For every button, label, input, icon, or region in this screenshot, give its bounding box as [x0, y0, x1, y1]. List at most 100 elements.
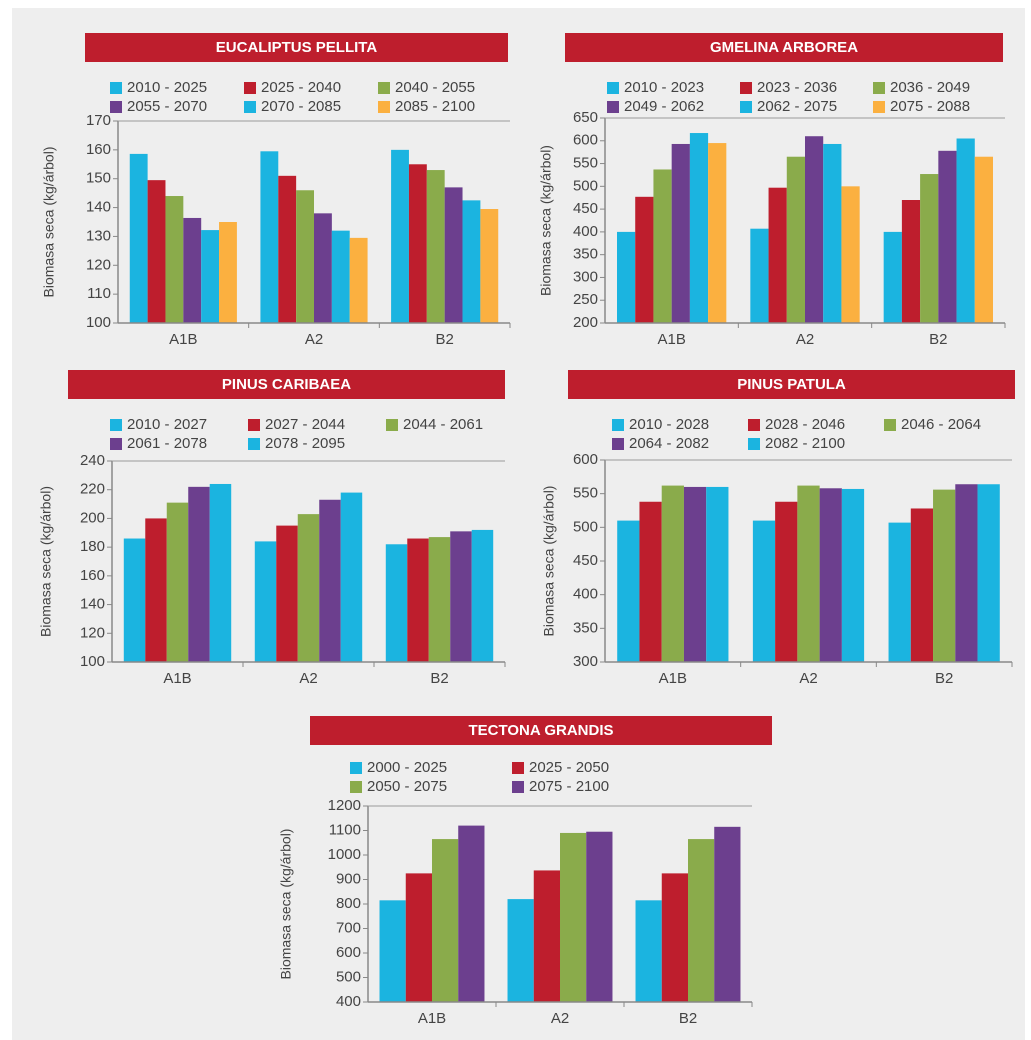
bar	[450, 531, 472, 662]
bar	[974, 156, 993, 323]
y-tick-label: 700	[336, 919, 361, 936]
bar	[797, 485, 820, 662]
legend-label: 2075 - 2100	[529, 778, 609, 795]
y-tick-label: 140	[80, 596, 105, 613]
y-tick-label: 180	[80, 538, 105, 555]
bar	[938, 150, 957, 323]
legend-swatch	[244, 101, 256, 113]
legend-swatch	[110, 438, 122, 450]
y-tick-label: 600	[573, 132, 598, 149]
bar	[786, 156, 805, 323]
bar	[340, 492, 363, 662]
legend-label: 2064 - 2082	[629, 435, 709, 452]
legend-label: 2046 - 2064	[901, 416, 981, 433]
bar	[639, 501, 662, 662]
x-tick-label: A1B	[657, 331, 685, 348]
bar	[428, 537, 451, 662]
bar	[688, 839, 715, 1002]
title-bar	[310, 716, 772, 745]
y-tick-label: 1200	[328, 797, 361, 814]
y-tick-label: 900	[336, 870, 361, 887]
bar	[123, 538, 146, 662]
bar	[471, 529, 494, 662]
legend-swatch	[884, 419, 896, 431]
bar	[706, 486, 729, 662]
title-bar	[565, 33, 1003, 62]
bar	[319, 499, 341, 662]
y-tick-label: 350	[573, 246, 598, 263]
bar	[458, 825, 485, 1002]
bar	[129, 153, 148, 323]
y-tick-label: 160	[80, 567, 105, 584]
legend-label: 2061 - 2078	[127, 435, 207, 452]
y-tick-label: 220	[80, 481, 105, 498]
bar	[617, 231, 636, 323]
bar	[444, 187, 463, 323]
bar	[683, 486, 707, 662]
legend-label: 2075 - 2088	[890, 98, 970, 115]
bar	[635, 196, 654, 323]
legend-label: 2082 - 2100	[765, 435, 845, 452]
y-tick-label: 550	[573, 485, 598, 502]
y-tick-label: 300	[573, 268, 598, 285]
bar	[819, 488, 842, 662]
bar	[408, 164, 427, 323]
bar	[775, 501, 798, 662]
legend-swatch	[110, 419, 122, 431]
bar	[276, 525, 298, 662]
y-axis-label: Biomasa seca (kg/árbol)	[538, 145, 554, 296]
x-tick-label: B2	[430, 670, 448, 687]
y-tick-label: 400	[573, 223, 598, 240]
bar	[689, 133, 709, 323]
legend-swatch	[873, 101, 885, 113]
bar	[841, 186, 860, 323]
y-tick-label: 500	[573, 518, 598, 535]
legend-label: 2010 - 2023	[624, 79, 704, 96]
x-tick-label: A2	[305, 331, 323, 348]
bar	[617, 520, 640, 662]
bar	[752, 520, 776, 662]
y-axis-label: Biomasa seca (kg/árbol)	[41, 147, 57, 298]
bar	[462, 200, 481, 323]
legend-swatch	[386, 419, 398, 431]
legend-label: 2010 - 2028	[629, 416, 709, 433]
title-bar	[85, 33, 508, 62]
y-tick-label: 450	[573, 200, 598, 217]
title-bar	[568, 370, 1015, 399]
bar	[901, 200, 921, 323]
y-tick-label: 600	[336, 944, 361, 961]
y-tick-label: 550	[573, 155, 598, 172]
chart-title: PINUS PATULA	[737, 376, 846, 393]
bar	[956, 138, 975, 323]
bar	[432, 839, 459, 1002]
bar	[385, 544, 408, 662]
legend-swatch	[350, 762, 362, 774]
y-tick-label: 650	[573, 109, 598, 126]
bar	[560, 832, 587, 1002]
legend-label: 2025 - 2040	[261, 79, 341, 96]
legend-swatch	[740, 101, 752, 113]
x-tick-label: A1B	[163, 670, 191, 687]
bar	[805, 136, 824, 323]
legend-swatch	[110, 101, 122, 113]
bar	[977, 484, 1000, 662]
legend-label: 2040 - 2055	[395, 79, 475, 96]
legend-label: 2027 - 2044	[265, 416, 345, 433]
x-tick-label: A2	[299, 670, 317, 687]
x-tick-label: B2	[935, 670, 953, 687]
x-tick-label: A2	[799, 670, 817, 687]
bar	[254, 541, 277, 662]
title-bar	[68, 370, 505, 399]
y-tick-label: 130	[86, 227, 111, 244]
legend-swatch	[612, 438, 624, 450]
y-tick-label: 450	[573, 552, 598, 569]
chart-title: TECTONA GRANDIS	[468, 722, 613, 739]
bar	[920, 174, 939, 323]
y-tick-label: 150	[86, 170, 111, 187]
y-tick-label: 400	[573, 586, 598, 603]
x-tick-label: B2	[929, 331, 947, 348]
legend-swatch	[748, 438, 760, 450]
bar	[260, 151, 279, 323]
y-tick-label: 250	[573, 291, 598, 308]
legend-swatch	[612, 419, 624, 431]
